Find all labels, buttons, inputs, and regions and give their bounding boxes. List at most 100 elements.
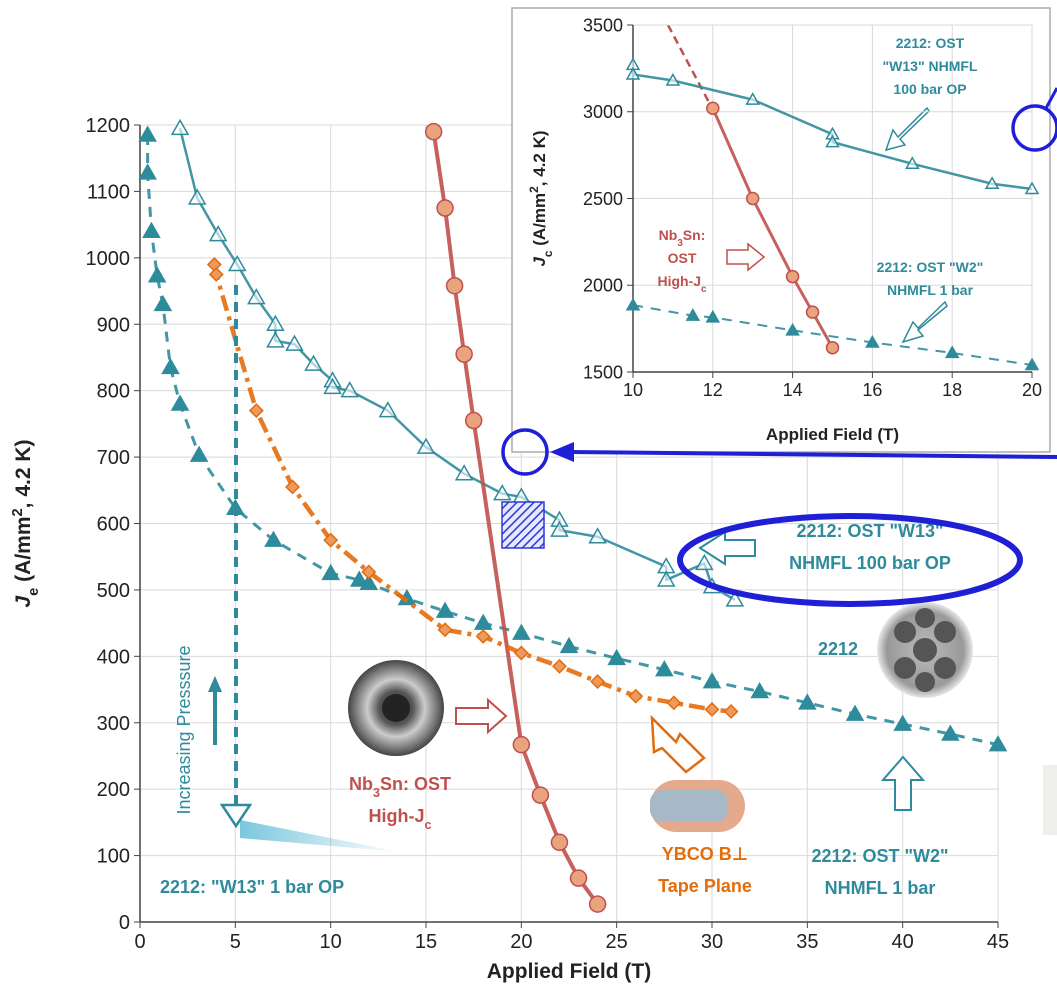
label-text: , 4.2 K) <box>530 130 549 186</box>
point <box>155 296 171 310</box>
point <box>658 572 674 586</box>
point <box>551 834 567 850</box>
point <box>590 896 606 912</box>
point <box>667 696 680 709</box>
x-tick-label: 20 <box>510 931 532 953</box>
y-tick-label: 700 <box>97 447 130 469</box>
subscript: e <box>26 588 42 596</box>
point <box>210 227 226 241</box>
point <box>229 256 245 270</box>
y-tick-label: 900 <box>97 314 130 336</box>
point <box>706 703 719 716</box>
hatched-region <box>502 502 544 548</box>
point <box>787 271 799 283</box>
y-tick-label: 200 <box>97 779 130 801</box>
point <box>571 870 587 886</box>
x-axis-title: Applied Field (T) <box>766 425 899 444</box>
y-tick-label: 600 <box>97 514 130 536</box>
x-tick-label: 10 <box>320 931 342 953</box>
point <box>553 660 566 673</box>
point <box>163 359 179 373</box>
label-text: 2212: OST <box>896 35 965 51</box>
point <box>140 165 156 179</box>
point <box>140 127 156 141</box>
annotation: 2212: OST "W2" <box>811 846 948 866</box>
annotation: Tape Plane <box>658 876 752 896</box>
y-tick-label: 1500 <box>583 362 623 382</box>
point <box>752 684 768 698</box>
label-text: Increasing Presssure <box>174 645 194 814</box>
label-text: YBCO B⊥ <box>662 844 748 864</box>
label-text: NHMFL 1 bar <box>887 282 974 298</box>
y-tick-label: 3000 <box>583 102 623 122</box>
y-tick-label: 1000 <box>86 248 131 270</box>
label-text: 2212: OST "W2" <box>877 259 984 275</box>
y-tick-label: 2000 <box>583 276 623 296</box>
point <box>191 447 207 461</box>
point <box>513 625 529 639</box>
pointer-arrow <box>883 757 923 810</box>
point <box>267 333 283 347</box>
annotation: 2212: OST <box>896 35 965 51</box>
label-text: Nb <box>659 227 678 243</box>
x-tick-label: 45 <box>987 931 1009 953</box>
annotation: High-Jc <box>368 806 431 832</box>
point <box>696 555 712 569</box>
x-axis-title: Applied Field (T) <box>487 960 651 983</box>
annotation: NHMFL 100 bar OP <box>789 553 951 573</box>
label-text: (A/mm <box>12 516 35 587</box>
x-tick-label: 18 <box>942 380 962 400</box>
point <box>447 278 463 294</box>
label-text: NHMFL 100 bar OP <box>789 553 951 573</box>
point <box>143 223 159 237</box>
point <box>466 413 482 429</box>
label-text: 2212: "W13" 1 bar OP <box>160 877 344 897</box>
annotation: NHMFL 1 bar <box>887 282 974 298</box>
label-text: OST <box>668 250 697 266</box>
y-tick-label: 300 <box>97 713 130 735</box>
label-text: 2212: OST "W13" <box>796 521 943 541</box>
tape-core <box>650 790 728 822</box>
page: {"chart_data": [ {"type": "scatter", "x_… <box>0 0 1057 1001</box>
label-text: Nb <box>349 774 373 794</box>
x-tick-label: 12 <box>703 380 723 400</box>
label-text: "W13" NHMFL <box>883 58 978 74</box>
point <box>323 565 339 579</box>
point <box>172 396 188 410</box>
point <box>513 737 529 753</box>
y-tick-label: 1200 <box>86 115 131 137</box>
label-text: Sn: OST <box>380 774 451 794</box>
x-tick-label: 15 <box>415 931 437 953</box>
y-tick-label: 400 <box>97 646 130 668</box>
inset-frame <box>512 8 1050 452</box>
point <box>380 403 396 417</box>
x-tick-label: 0 <box>134 931 145 953</box>
y-tick-label: 100 <box>97 846 130 868</box>
y-tick-label: 1100 <box>87 181 130 203</box>
chart: 0100200300400500600700800900100011001200… <box>0 0 1057 1001</box>
label-text: 2212 <box>818 639 858 659</box>
point <box>629 690 642 703</box>
point <box>704 674 720 688</box>
x-tick-label: 40 <box>892 931 914 953</box>
label-text: High-J <box>657 273 701 289</box>
point <box>149 268 165 282</box>
y-tick-label: 2500 <box>583 189 623 209</box>
x-tick-label: 20 <box>1022 380 1042 400</box>
point <box>591 675 604 688</box>
point <box>437 200 453 216</box>
point <box>210 268 223 281</box>
label-text: NHMFL 1 bar <box>825 878 936 898</box>
y-tick-label: 800 <box>97 381 130 403</box>
edge-box <box>1043 765 1057 835</box>
pointer-arrow <box>456 700 506 732</box>
x-tick-label: 5 <box>230 931 241 953</box>
label-text: High-J <box>368 806 424 826</box>
label-text: , 4.2 K) <box>12 439 35 508</box>
annotation: NHMFL 1 bar <box>825 878 936 898</box>
annotation: 2212 <box>818 639 858 659</box>
point <box>707 102 719 114</box>
annotation: OST <box>668 250 697 266</box>
subscript: 3 <box>373 786 380 800</box>
annotation: Increasing Presssure <box>174 645 194 814</box>
